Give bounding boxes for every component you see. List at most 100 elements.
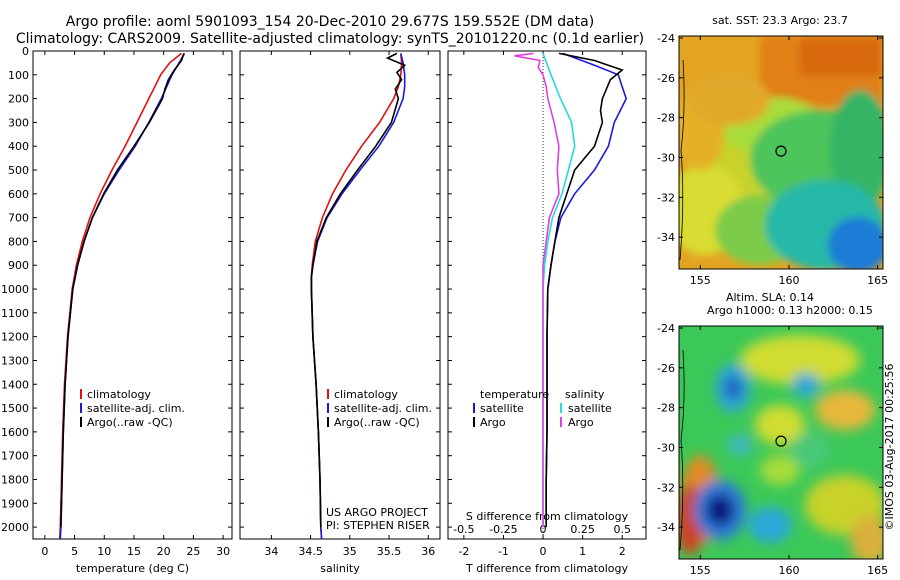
sst-map-frame [678, 35, 884, 270]
map-x-tick-label: 165 [867, 564, 888, 577]
x-tick-label: 36 [421, 545, 435, 558]
s-tick-label: -0.5 [453, 523, 474, 536]
y-tick-label: 1200 [1, 331, 29, 344]
x-tick-label: 34.5 [298, 545, 323, 558]
s-axis-label: S difference from climatology [466, 510, 629, 523]
map-y-tick-label: -32 [657, 481, 675, 494]
x-axis-label: salinity [320, 562, 360, 575]
legend-label: Argo [568, 416, 594, 429]
x-tick-label: -2 [458, 545, 469, 558]
s-tick-label: 0.5 [613, 523, 631, 536]
map-y-tick-label: -34 [657, 231, 675, 244]
series-line [60, 53, 185, 528]
series-line [59, 53, 186, 540]
copyright-label: ©IMOS 03-Aug-2017 00:25:56 [883, 364, 896, 531]
figure-title-line1: Argo profile: aoml 5901093_154 20-Dec-20… [65, 14, 595, 30]
y-tick-label: 1800 [1, 473, 29, 486]
plot-frame [32, 50, 233, 540]
x-axis-label: T difference from climatology [465, 562, 628, 575]
x-tick-label: -1 [498, 545, 509, 558]
y-tick-label: 700 [8, 212, 29, 225]
x-tick-label: 1 [579, 545, 586, 558]
legend-label: satellite [480, 402, 524, 415]
plot-frame [447, 50, 647, 540]
legend-label: climatology [87, 388, 151, 401]
annotation-text: US ARGO PROJECT [326, 506, 428, 519]
y-tick-label: 1000 [1, 283, 29, 296]
y-tick-label: 400 [8, 140, 29, 153]
annotation-text: PI: STEPHEN RISER [326, 519, 430, 532]
sst-map: 155 160 165 -24 -26 -28 -30 -32 -34 [657, 32, 888, 287]
sst-map-field [679, 36, 883, 269]
difference-panel: -2 -1 0 1 2 T difference from climatology -0.5… [447, 50, 647, 575]
salinity-panel: 34 34.5 35 35.5 36 salinity climatologysatelli… [239, 50, 441, 575]
map-x-tick-label: 160 [778, 564, 799, 577]
x-tick-label: 10 [97, 545, 111, 558]
legend-label: Argo(..raw -QC) [87, 416, 173, 429]
legend-label: Argo(..raw -QC) [334, 416, 420, 429]
map-y-tick-label: -30 [657, 151, 675, 164]
map-y-tick-label: -24 [657, 322, 675, 335]
series-line [545, 52, 624, 528]
series-line [58, 52, 182, 540]
x-tick-label: 35.5 [377, 545, 402, 558]
y-tick-label: 200 [8, 93, 29, 106]
map-y-tick-label: -32 [657, 191, 675, 204]
map-x-tick-label: 155 [690, 274, 711, 287]
y-tick-label: 1300 [1, 354, 29, 367]
map-y-tick-label: -30 [657, 441, 675, 454]
sst-map-title: sat. SST: 23.3 Argo: 23.7 [712, 14, 848, 27]
map-x-tick-label: 155 [690, 564, 711, 577]
sla-map: 155 160 165 -24 -26 -28 -30 -32 -34 [657, 322, 888, 577]
map-y-tick-label: -28 [657, 402, 675, 415]
series-line [310, 53, 406, 540]
x-tick-label: 15 [127, 545, 141, 558]
x-tick-label: 0 [41, 545, 48, 558]
y-tick-label: 100 [8, 69, 29, 82]
x-tick-label: 35 [343, 545, 357, 558]
figure-title-line2: Climatology: CARS2009. Satellite-adjuste… [15, 31, 645, 47]
legend-label: satellite [568, 402, 612, 415]
x-tick-label: 30 [216, 545, 230, 558]
map-y-tick-label: -26 [657, 72, 675, 85]
series-line [310, 52, 407, 528]
x-tick-label: 25 [186, 545, 200, 558]
series-line [545, 52, 628, 528]
sla-map-subtitle: Argo h1000: 0.13 h2000: 0.15 [707, 304, 873, 317]
legend-title: temperature [480, 388, 549, 401]
legend-label: satellite-adj. clim. [334, 402, 432, 415]
sla-map-field [679, 326, 883, 559]
x-tick-label: 20 [157, 545, 171, 558]
map-x-tick-label: 165 [867, 274, 888, 287]
y-tick-label: 0 [22, 45, 29, 58]
legend-label: satellite-adj. clim. [87, 402, 185, 415]
series-line [514, 52, 560, 528]
sla-map-frame [678, 325, 884, 560]
map-x-tick-label: 160 [778, 274, 799, 287]
legend-label: Argo [480, 416, 506, 429]
y-tick-label: 1700 [1, 450, 29, 463]
y-tick-label: 1600 [1, 426, 29, 439]
sst-coastline [679, 59, 685, 261]
sla-map-title: Altim. SLA: 0.14 [726, 291, 814, 304]
x-tick-label: 34 [264, 545, 278, 558]
y-tick-label: 1400 [1, 378, 29, 391]
y-tick-label: 300 [8, 116, 29, 129]
x-tick-label: 0 [540, 545, 547, 558]
map-y-tick-label: -28 [657, 112, 675, 125]
sla-coastline [679, 349, 685, 551]
s-tick-label: 0 [540, 523, 547, 536]
y-tick-label: 900 [8, 259, 29, 272]
y-tick-label: 500 [8, 164, 29, 177]
legend-title: salinity [565, 388, 605, 401]
s-tick-label: 0.25 [570, 523, 595, 536]
plot-frame [239, 50, 441, 540]
legend-label: climatology [334, 388, 398, 401]
y-tick-label: 800 [8, 235, 29, 248]
sla-float-marker [775, 435, 787, 447]
y-tick-label: 1900 [1, 497, 29, 510]
temperature-panel: 0 5 10 15 20 25 30 temperature (deg C) 0 100 200 30… [1, 45, 233, 575]
x-tick-label: 2 [619, 545, 626, 558]
y-tick-label: 1500 [1, 402, 29, 415]
